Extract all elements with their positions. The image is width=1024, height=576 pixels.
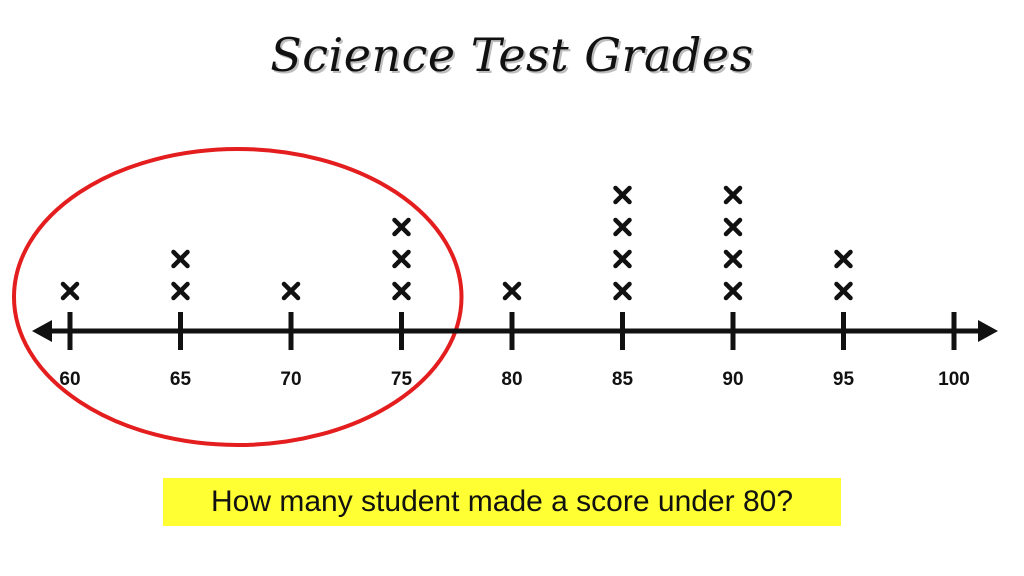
x-mark-65-1 [171,281,190,301]
highlight-circle [12,147,464,447]
tick-label-90: 90 [722,369,743,390]
x-mark-70-1 [281,281,301,301]
x-mark-80-1 [502,281,522,301]
chart-title: Science Test Grades [270,28,754,82]
tick-label-100: 100 [938,369,970,390]
x-mark-90-1 [723,281,743,301]
tick-label-70: 70 [280,369,301,390]
x-mark-85-4 [613,185,632,205]
tick-label-80: 80 [501,369,522,390]
tick-label-65: 65 [170,369,192,390]
x-mark-85-1 [613,281,632,301]
right-arrow [978,320,998,342]
tick-label-75: 75 [391,369,413,390]
tick-label-95: 95 [833,369,855,390]
x-mark-90-3 [723,217,743,237]
tick-label-85: 85 [612,369,634,390]
x-mark-60-1 [60,281,80,301]
x-mark-90-2 [723,249,743,269]
x-mark-85-3 [613,217,632,237]
x-mark-75-2 [392,249,411,269]
left-arrow [32,320,52,342]
question-text: How many student made a score under 80? [163,478,841,526]
x-mark-65-2 [171,249,190,269]
tick-label-60: 60 [59,369,80,390]
x-mark-90-4 [723,185,743,205]
x-mark-95-2 [834,249,853,269]
x-mark-85-2 [613,249,632,269]
x-mark-75-3 [392,217,411,237]
x-mark-95-1 [834,281,853,301]
x-mark-75-1 [392,281,411,301]
